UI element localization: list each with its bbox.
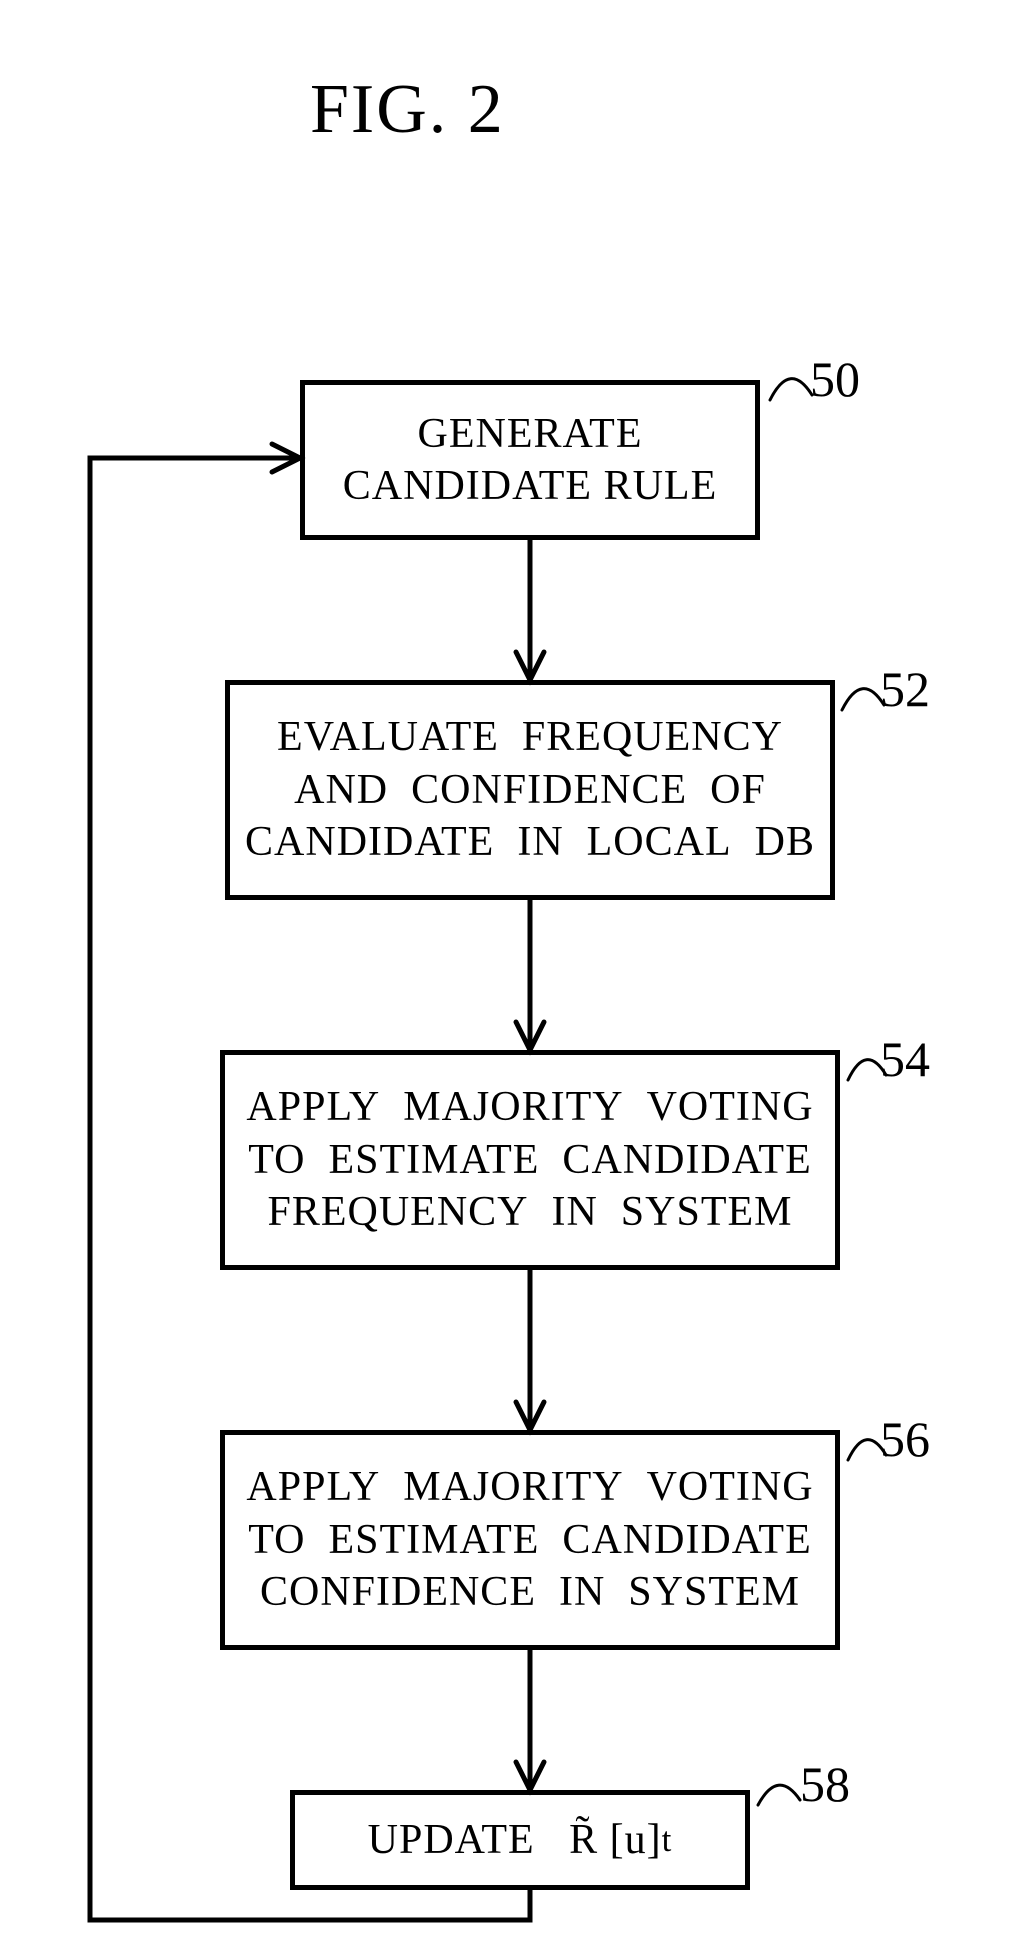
flow-node-majority-voting-frequency: APPLY MAJORITY VOTINGTO ESTIMATE CANDIDA… [220, 1050, 840, 1270]
flow-node-evaluate-frequency-confidence: EVALUATE FREQUENCYAND CONFIDENCE OFCANDI… [225, 680, 835, 900]
flow-node-update-r-u-t: UPDATE R̃ [u]t [290, 1790, 750, 1890]
flow-node-generate-candidate-rule: GENERATECANDIDATE RULE [300, 380, 760, 540]
flow-node-majority-voting-confidence: APPLY MAJORITY VOTINGTO ESTIMATE CANDIDA… [220, 1430, 840, 1650]
ref-label-50: 50 [810, 350, 860, 408]
ref-label-58: 58 [800, 1755, 850, 1813]
figure-title: FIG. 2 [310, 70, 505, 150]
ref-label-52: 52 [880, 660, 930, 718]
flow-connectors [0, 0, 1017, 1951]
ref-label-54: 54 [880, 1030, 930, 1088]
ref-label-56: 56 [880, 1410, 930, 1468]
